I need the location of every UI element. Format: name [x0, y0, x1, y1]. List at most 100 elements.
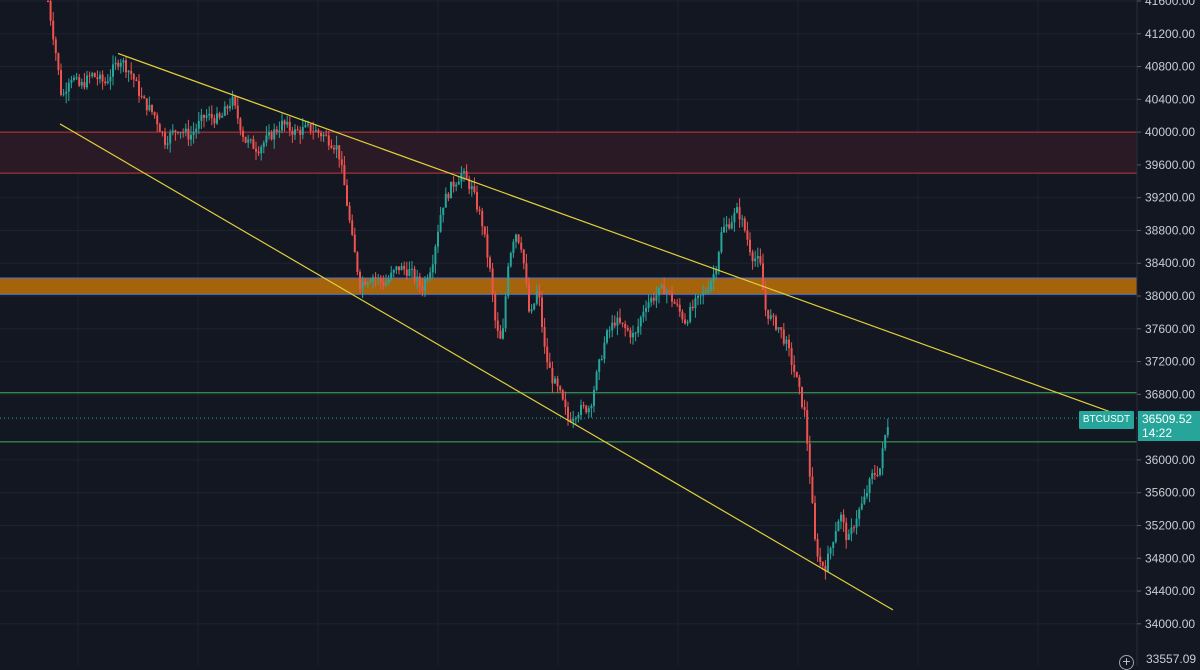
last-price-tag: 36509.52 14:22 [1138, 411, 1200, 441]
candle-body [304, 125, 307, 128]
candle-body [244, 136, 247, 143]
candle-body [884, 435, 887, 449]
candle-body [353, 234, 356, 253]
candle-body [104, 81, 107, 84]
candle-body [704, 292, 707, 294]
candle-body [382, 281, 385, 286]
candle-body [819, 556, 822, 562]
candle-body [847, 533, 850, 540]
candle-body [424, 279, 426, 291]
candle-body [876, 474, 879, 476]
candle-body [507, 266, 510, 297]
candle-body [361, 281, 364, 289]
candle-body [699, 295, 702, 297]
candle-body [626, 328, 629, 331]
candle-body [75, 77, 78, 79]
candle-body [265, 135, 268, 143]
candle-body [442, 207, 445, 216]
candle-body [720, 232, 723, 253]
candle-body [681, 311, 684, 320]
candle-body [106, 81, 109, 84]
candle-body [515, 234, 517, 242]
candle-body [307, 124, 309, 126]
candle-body [772, 315, 775, 317]
candle-body [239, 118, 242, 131]
candle-body [608, 330, 611, 332]
candle-body [174, 130, 177, 133]
candle-body [749, 239, 751, 253]
candle-body [671, 292, 673, 302]
candle-body [808, 443, 811, 477]
candle-body [291, 130, 294, 135]
candle-body [673, 301, 676, 304]
candle-body [512, 241, 515, 254]
candle-body [73, 77, 75, 81]
candle-body [390, 272, 393, 280]
candle-body [686, 321, 689, 324]
candle-body [249, 139, 252, 141]
candle-body [504, 296, 507, 329]
candle-body [398, 266, 400, 271]
candle-body [621, 322, 624, 324]
candle-body [403, 265, 406, 270]
candle-body [569, 419, 572, 422]
candle-body [762, 263, 764, 291]
candle-body [850, 527, 853, 534]
candle-body [684, 319, 686, 324]
candle-body [541, 297, 543, 327]
candle-body [801, 386, 803, 408]
candle-body [658, 287, 660, 296]
candle-body [182, 132, 185, 134]
candle-body [613, 322, 616, 326]
candle-body [260, 147, 263, 154]
candle-body [496, 320, 499, 331]
candle-body [281, 120, 283, 131]
candle-body [320, 133, 322, 137]
candle-body [879, 468, 881, 475]
candle-body [871, 473, 874, 480]
candle-body [364, 281, 367, 285]
plus-circle-icon[interactable]: + [1119, 655, 1134, 670]
y-tick-label: 38000.00 [1145, 289, 1195, 303]
candle-body [93, 73, 96, 78]
candle-body [712, 274, 715, 282]
y-tick-label: 38800.00 [1145, 223, 1195, 237]
candle-body [782, 329, 785, 344]
candle-body [229, 105, 231, 109]
candle-body [494, 293, 497, 321]
candle-body [567, 406, 569, 420]
candle-body [268, 132, 270, 136]
candle-body [520, 242, 523, 250]
bottom-price-label: 33557.09 [1142, 652, 1200, 666]
candle-body [551, 367, 554, 384]
candle-body [208, 114, 211, 116]
candle-body [322, 134, 325, 137]
candle-body [184, 128, 187, 133]
candle-body [886, 427, 889, 436]
candle-body [834, 531, 837, 543]
candle-body [733, 212, 736, 223]
candle-body [88, 75, 91, 77]
candle-body [275, 129, 278, 132]
candle-body [273, 129, 276, 140]
candle-body [325, 134, 328, 136]
y-tick-label: 41200.00 [1145, 27, 1195, 41]
candle-body [114, 62, 117, 65]
candle-body [873, 473, 876, 475]
candle-body [96, 77, 99, 80]
candle-body [127, 70, 130, 73]
candle-body [728, 224, 731, 229]
candle-body [413, 268, 416, 281]
candle-body [457, 181, 460, 185]
candle-body [335, 145, 338, 150]
y-tick-label: 39600.00 [1145, 158, 1195, 172]
candle-body [138, 81, 140, 96]
candle-body [294, 129, 296, 135]
candle-body [455, 184, 458, 187]
candle-body [803, 407, 806, 411]
candle-body [65, 91, 68, 94]
candle-body [169, 132, 172, 144]
candle-body [715, 270, 718, 275]
candle-body [213, 118, 216, 124]
